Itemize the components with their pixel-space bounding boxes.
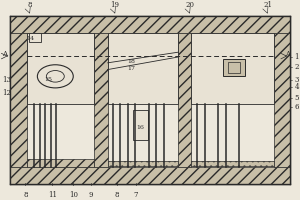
Bar (178, 33, 191, 167)
Text: 1: 1 (295, 53, 299, 61)
Text: 17: 17 (128, 66, 136, 71)
Bar (11, 33, 27, 167)
Text: 3: 3 (295, 76, 299, 84)
Text: 11: 11 (48, 191, 57, 199)
Text: 20: 20 (185, 1, 194, 9)
Text: 8: 8 (28, 1, 32, 9)
Text: 19: 19 (111, 1, 120, 9)
Bar (27, 159, 94, 167)
Bar (29, 33, 41, 42)
Bar (191, 161, 274, 166)
Text: 21: 21 (263, 1, 272, 9)
Bar (27, 33, 94, 104)
Text: 9: 9 (89, 191, 93, 199)
Text: A: A (2, 50, 8, 58)
Text: 2: 2 (295, 63, 299, 71)
Bar (94, 33, 108, 167)
Text: 10: 10 (69, 191, 78, 199)
Bar (223, 59, 245, 76)
Text: 15: 15 (44, 77, 52, 82)
Bar (11, 16, 290, 33)
Text: 7: 7 (134, 191, 138, 199)
Text: 8: 8 (23, 191, 28, 199)
Bar (274, 33, 290, 167)
Text: 8: 8 (114, 191, 119, 199)
Bar (27, 161, 94, 166)
Text: 16: 16 (136, 125, 145, 130)
Text: 6: 6 (295, 103, 299, 111)
Bar (108, 161, 178, 166)
Bar (11, 16, 290, 184)
Text: 5: 5 (295, 94, 299, 102)
Bar (133, 110, 148, 140)
Bar (191, 33, 274, 104)
Text: 18: 18 (128, 59, 136, 64)
Text: 14: 14 (26, 36, 34, 41)
Text: 13: 13 (2, 76, 11, 84)
Text: 4: 4 (295, 83, 299, 91)
Text: A: A (286, 50, 290, 58)
Text: 12: 12 (2, 89, 11, 97)
Bar (11, 167, 290, 184)
Bar (108, 33, 178, 104)
Bar (228, 62, 240, 73)
